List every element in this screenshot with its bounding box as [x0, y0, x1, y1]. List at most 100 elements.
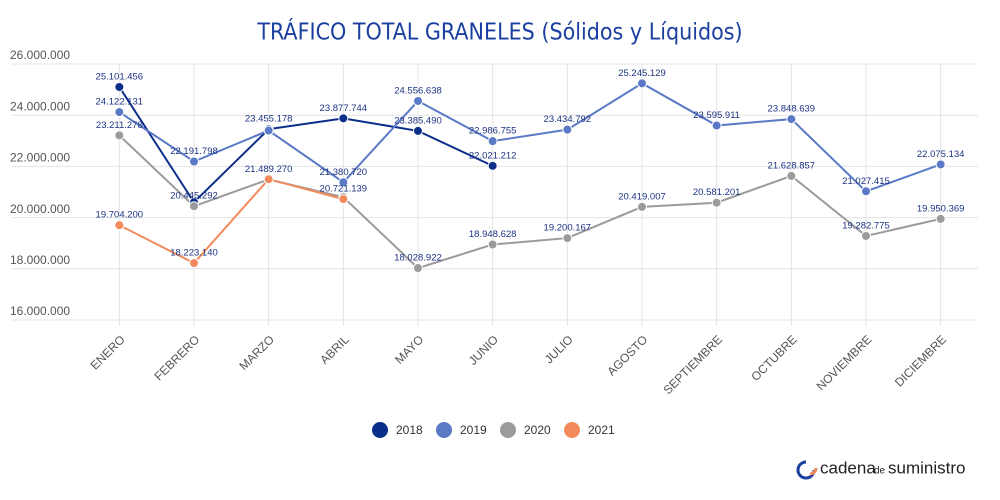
data-point [413, 95, 423, 106]
data-point [338, 113, 349, 124]
x-tick-label: NOVIEMBRE [814, 332, 875, 393]
value-label: 25.245.129 [618, 68, 666, 79]
value-label: 19.950.369 [917, 203, 965, 214]
data-point [189, 156, 199, 167]
data-point [861, 230, 871, 241]
data-point [711, 120, 722, 131]
y-tick-label: 20.000.000 [10, 202, 70, 216]
data-point [562, 233, 573, 244]
value-label: 22.021.212 [469, 150, 517, 161]
value-label: 18.948.628 [469, 229, 517, 240]
data-point [263, 125, 274, 136]
logo-icon [809, 467, 818, 476]
value-label: 19.200.167 [544, 223, 592, 234]
points [114, 78, 946, 274]
value-label: 22.986.755 [469, 126, 517, 137]
data-point [114, 130, 125, 141]
y-tick-label: 18.000.000 [10, 253, 70, 267]
logo-icon [796, 460, 816, 480]
y-tick-label: 22.000.000 [10, 151, 70, 165]
x-tick-label: OCTUBRE [748, 332, 799, 383]
value-label: 24.556.638 [394, 85, 442, 96]
y-tick-label: 16.000.000 [10, 304, 70, 318]
x-tick-label: SEPTIEMBRE [660, 332, 725, 397]
footer-text: de [874, 466, 886, 477]
data-point [413, 125, 423, 136]
data-point [935, 159, 946, 170]
series-line [118, 134, 941, 270]
x-tick-label: DICIEMBRE [892, 332, 949, 389]
value-label: 18.223.140 [170, 248, 218, 259]
data-point [413, 263, 423, 274]
value-label: 21.489.270 [245, 164, 293, 175]
data-point [338, 194, 349, 205]
data-point [114, 107, 125, 118]
data-point [786, 114, 797, 125]
lines [118, 82, 942, 270]
x-tick-label: MAYO [392, 332, 426, 366]
value-label: 22.075.134 [917, 149, 965, 160]
data-point [114, 220, 125, 231]
chart-title: TRÁFICO TOTAL GRANELES (Sólidos y Líquid… [256, 18, 742, 46]
footer-logo: cadena de suministro [796, 458, 965, 480]
data-point [114, 82, 125, 93]
x-tick-label: AGOSTO [604, 332, 650, 378]
data-point [189, 201, 199, 212]
x-tick-label: JUNIO [466, 332, 501, 367]
value-label: 22.191.798 [170, 146, 218, 157]
data-point [189, 258, 199, 269]
value-label: 21.027.415 [842, 176, 890, 187]
value-label: 20.721.139 [320, 184, 368, 195]
data-point [338, 177, 349, 188]
x-tick-label: ENERO [88, 332, 128, 372]
x-tick-label: MARZO [236, 332, 277, 373]
x-tick-label: JULIO [542, 332, 576, 366]
legend-marker [564, 422, 580, 438]
legend-marker [436, 422, 452, 438]
value-label: 19.704.200 [96, 210, 144, 221]
value-label: 23.434.792 [544, 114, 592, 125]
value-label: 25.101.456 [96, 72, 144, 83]
y-tick-label: 24.000.000 [10, 99, 70, 113]
data-point [786, 170, 797, 181]
legend-label: 2020 [524, 423, 551, 437]
value-label: 18.028.922 [394, 253, 442, 264]
legend-label: 2019 [460, 423, 487, 437]
legend-label: 2018 [396, 423, 423, 437]
legend-marker [500, 422, 516, 438]
value-label: 23.848.639 [768, 104, 816, 115]
value-label: 24.122.131 [96, 97, 144, 108]
value-label: 19.282.775 [842, 220, 890, 231]
value-label: 20.445.292 [170, 191, 218, 202]
data-point [637, 201, 647, 212]
data-point [935, 213, 946, 224]
x-tick-label: FEBRERO [151, 332, 202, 383]
legend-label: 2021 [588, 423, 615, 437]
y-tick-label: 26.000.000 [10, 48, 70, 62]
legend: 2018 2019 2020 2021 [372, 422, 615, 438]
series-line [118, 86, 494, 204]
value-label: 23.455.178 [245, 114, 293, 125]
footer-text: cadena [820, 458, 876, 477]
data-point [487, 239, 498, 250]
data-point [637, 78, 647, 89]
series-line [118, 82, 942, 193]
data-point [562, 124, 573, 135]
data-point [263, 174, 274, 185]
value-label: 23.595.911 [693, 110, 740, 121]
legend-marker [372, 422, 388, 438]
value-label: 20.419.007 [618, 191, 666, 202]
value-labels: 25.101.456 23.455.178 23.877.744 23.385.490… [96, 68, 965, 264]
value-label: 20.581.201 [693, 187, 741, 198]
data-point [487, 160, 498, 171]
data-point [711, 197, 722, 208]
data-point [487, 136, 498, 147]
data-point [861, 186, 871, 197]
value-label: 23.211.278 [96, 120, 143, 131]
x-tick-label: ABRIL [317, 332, 352, 367]
value-label: 21.628.857 [768, 160, 816, 171]
value-label: 23.385.490 [394, 115, 442, 126]
footer-text: suministro [888, 458, 965, 477]
value-label: 21.380.720 [320, 167, 368, 178]
